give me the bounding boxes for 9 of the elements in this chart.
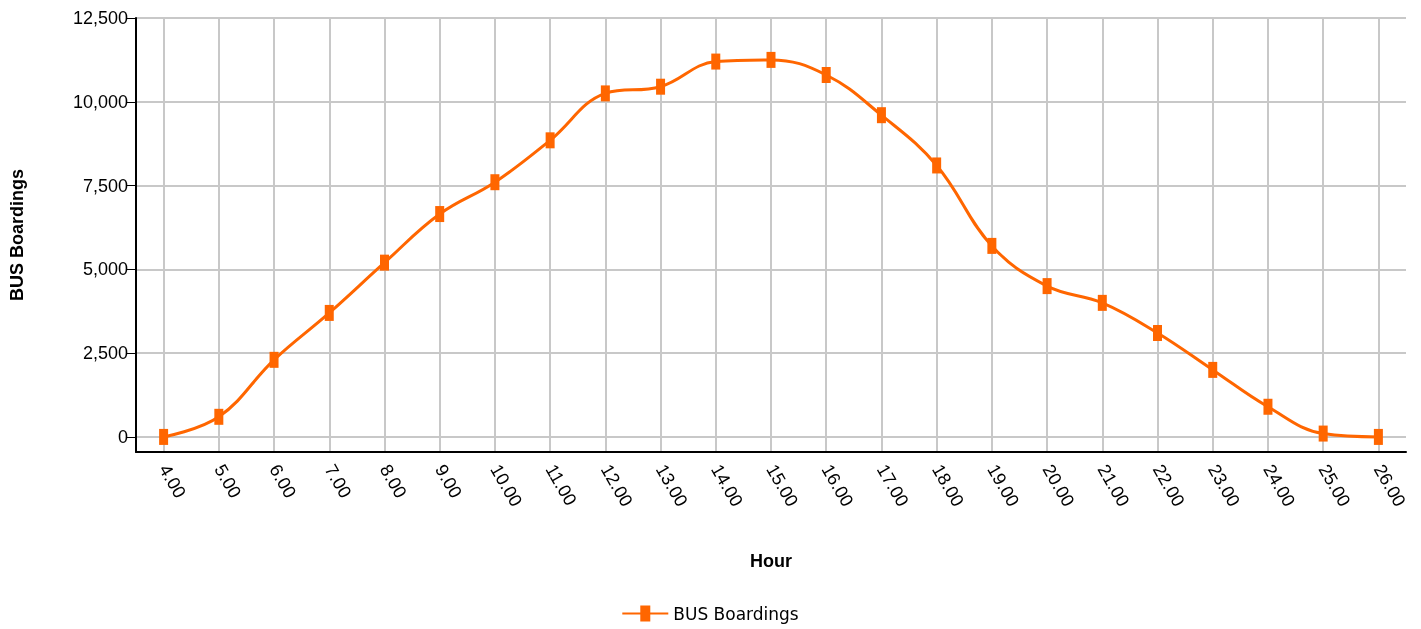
y-axis-title: BUS Boardings	[7, 168, 27, 302]
y-tick-label: 0	[117, 426, 128, 447]
x-axis-title: Hour	[750, 551, 792, 571]
y-tick-label: 5,000	[82, 259, 128, 280]
y-tick-label: 2,500	[82, 343, 128, 364]
legend-label: BUS Boardings	[673, 603, 799, 624]
y-tick-label: 7,500	[82, 175, 128, 196]
y-tick-label: 10,000	[72, 91, 128, 112]
y-tick-label: 12,500	[72, 8, 128, 28]
